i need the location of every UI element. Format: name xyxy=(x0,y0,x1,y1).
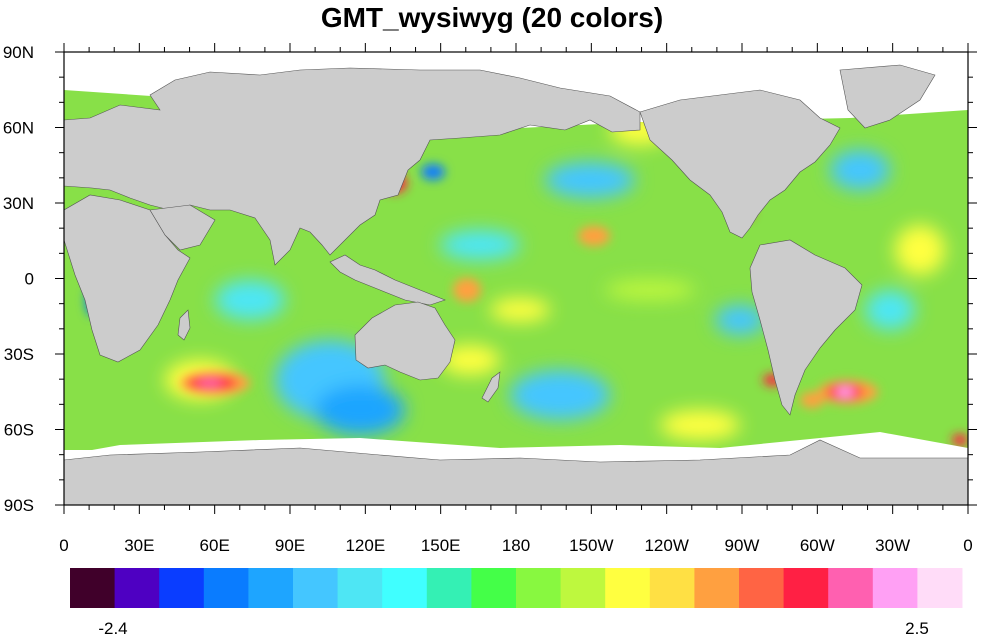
lon-label: 90W xyxy=(725,536,760,555)
blob-orange-pacific xyxy=(578,226,610,246)
blob-orange-sw-atlantic xyxy=(800,392,824,408)
landmass-madagascar xyxy=(177,309,191,341)
blob-cyan-tropic-atlantic xyxy=(865,290,915,330)
landmass-arabia xyxy=(149,204,216,251)
blob-yellow-south-pacific-2 xyxy=(440,345,500,375)
landmass-greenland xyxy=(839,64,936,129)
blob-red-sw-indian xyxy=(952,434,968,446)
landmass-australia xyxy=(354,301,456,381)
blob-yellow-sw-pacific xyxy=(490,298,550,322)
lat-label: 0 xyxy=(25,270,34,289)
landmass-north-america xyxy=(639,89,841,239)
landmass-new-zealand xyxy=(481,371,501,403)
blob-blue-japan xyxy=(421,164,445,180)
lon-label: 0 xyxy=(963,536,972,555)
lon-label: 120W xyxy=(644,536,688,555)
latitude-labels: 90N 60N 30N 0 30S 60S 90S xyxy=(3,43,34,515)
lon-label: 30E xyxy=(124,536,154,555)
landmass-antarctica xyxy=(64,439,968,505)
lat-label: 90S xyxy=(4,496,34,515)
lon-label: 30W xyxy=(875,536,910,555)
lon-label: 180 xyxy=(502,536,530,555)
landmass-maritime-asia xyxy=(329,254,446,306)
blob-cyan-south-pacific xyxy=(510,370,610,420)
lat-label: 90N xyxy=(3,43,34,62)
lon-label: 150W xyxy=(569,536,613,555)
blob-cyan-north-pacific xyxy=(545,162,635,198)
lat-label: 60N xyxy=(3,119,34,138)
lon-label: 0 xyxy=(59,536,68,555)
blob-orange-west-pacific xyxy=(453,278,481,302)
lon-label: 60E xyxy=(200,536,230,555)
lat-label: 60S xyxy=(4,421,34,440)
blob-pink-indian xyxy=(198,379,222,387)
lon-label: 60W xyxy=(800,536,835,555)
blob-cyan-indian xyxy=(215,280,285,320)
blob-pink-atlantic xyxy=(836,387,854,397)
blob-yellow-south-pacific xyxy=(660,410,740,440)
blob-yellow-equatorial xyxy=(605,280,695,300)
landmass-eurasia xyxy=(64,67,641,266)
lon-label: 120E xyxy=(345,536,385,555)
lon-label: 150E xyxy=(421,536,461,555)
blob-cyan-north-atlantic xyxy=(830,150,890,190)
longitude-labels: 0 30E 60E 90E 120E 150E 180 150W 120W 90W 60W 30W 0 xyxy=(59,536,972,555)
land-masses xyxy=(64,64,968,505)
lat-label: 30N xyxy=(3,194,34,213)
blob-cyan-south-indian-2 xyxy=(315,385,405,435)
map-title: GMT_wysiwyg (20 colors) xyxy=(320,2,664,33)
blob-cyan-central-pacific xyxy=(440,230,520,260)
landmass-south-america xyxy=(749,239,863,416)
blob-cyan-east-pacific xyxy=(715,305,765,335)
axis-ticks xyxy=(55,43,977,514)
landmass-africa xyxy=(64,194,191,363)
lat-label: 30S xyxy=(4,345,34,364)
lon-label: 90E xyxy=(275,536,305,555)
blob-yellow-atlantic xyxy=(895,225,945,275)
